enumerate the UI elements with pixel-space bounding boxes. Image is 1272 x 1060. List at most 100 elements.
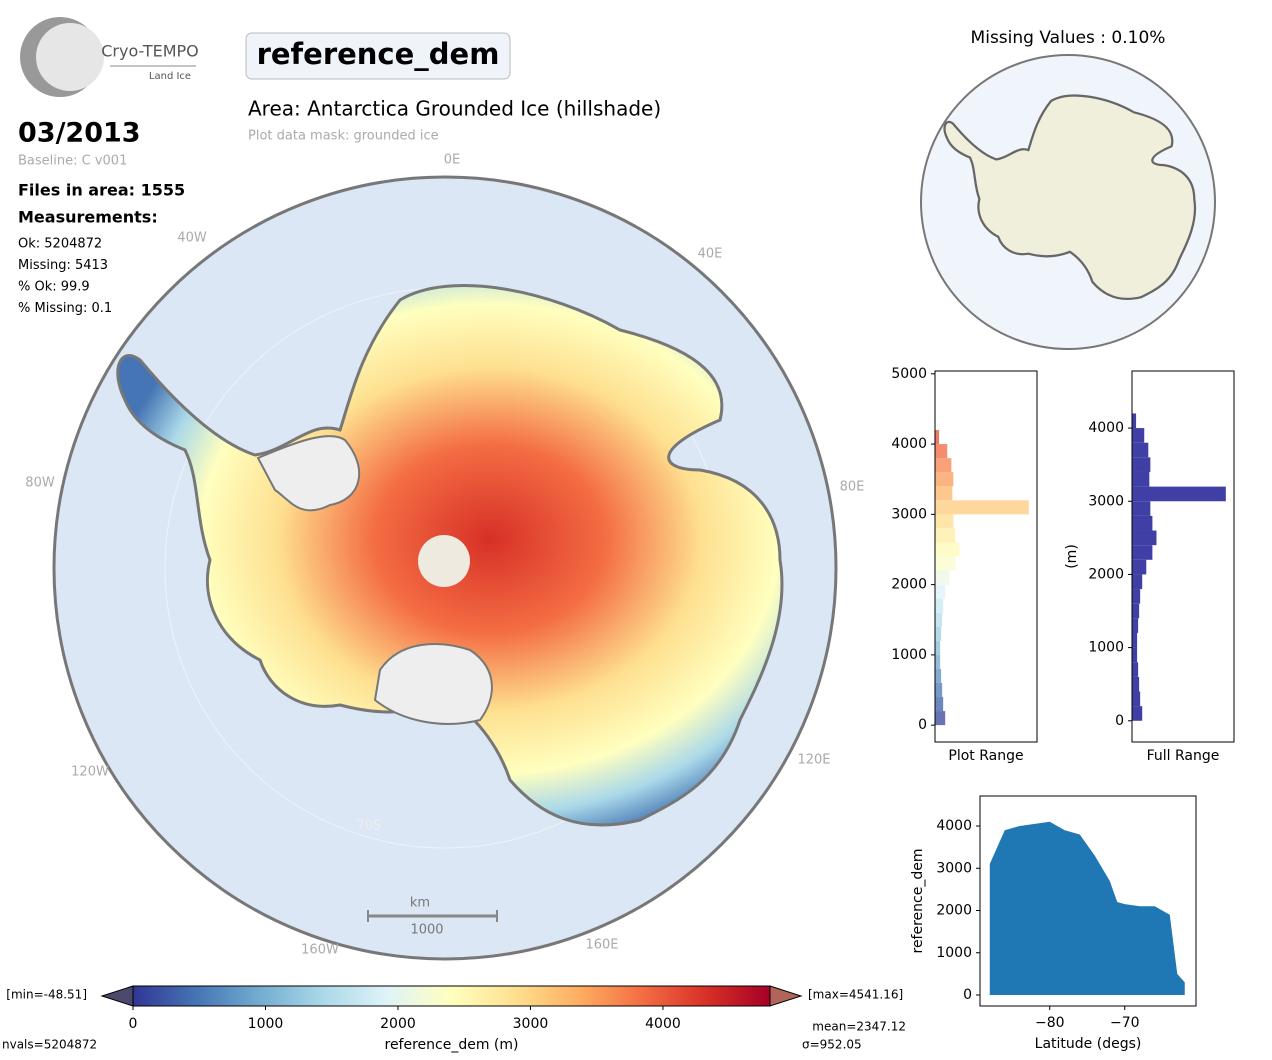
stat: Missing: 5413: [18, 258, 108, 273]
files: Files in area: 1555: [18, 181, 185, 200]
hist-bar: [935, 430, 940, 445]
hist-bar: [935, 697, 944, 712]
hist-bar: [1132, 632, 1138, 648]
y-tick-label: 1000: [891, 647, 927, 663]
y-tick-label: 3000: [891, 506, 927, 522]
hist-bar: [1132, 618, 1139, 633]
y-label: (m): [1064, 544, 1080, 569]
hist-bar: [1132, 515, 1153, 531]
x-tick-label: 3000: [513, 1016, 549, 1032]
hist-bar: [935, 654, 941, 669]
hist-bar: [1132, 457, 1151, 472]
lat-label: 70S: [357, 819, 382, 834]
lon-label: 120E: [797, 753, 830, 768]
frame: [934, 370, 1038, 743]
lon-label: 0E: [444, 153, 461, 168]
main-map: km 1000: [52, 175, 838, 961]
hist-bar: [935, 444, 948, 459]
area: Area: Antarctica Grounded Ice (hillshade…: [248, 97, 661, 121]
lon-label: 40W: [177, 231, 207, 246]
hist-bar: [1132, 647, 1138, 663]
x-tick-label: 1000: [248, 1016, 284, 1032]
hist-bar: [1132, 691, 1141, 707]
x-tick-label: 4000: [645, 1016, 681, 1032]
hist-bar: [1132, 676, 1140, 692]
hist-bar: [935, 711, 946, 726]
hist-bar: [935, 472, 954, 487]
logo: Cryo-TEMPO Land Ice: [20, 17, 199, 97]
stat: % Ok: 99.9: [18, 280, 90, 295]
missing-map: [920, 54, 1216, 350]
stats: Ok: 5204872 Missing: 5413 % Ok: 99.9 % Miss…: [18, 237, 112, 317]
hist-bar: [935, 598, 944, 613]
hist-bar: [935, 668, 942, 683]
stat: % Missing: 0.1: [18, 301, 112, 316]
title-box: [245, 32, 511, 80]
hist-bar: [1132, 501, 1151, 516]
scale-value: 1000: [410, 923, 443, 938]
sigma: σ=952.05: [802, 1038, 862, 1052]
y-tick-label: 3000: [1088, 493, 1124, 509]
hist-bar: [935, 584, 946, 599]
mask: Plot data mask: grounded ice: [248, 129, 439, 144]
y-tick-label: 1000: [1088, 640, 1124, 656]
lat-label: 80S: [402, 683, 427, 698]
lon-label: 160E: [585, 938, 618, 953]
hist-bar: [1132, 574, 1143, 590]
lon-label: 80E: [840, 480, 865, 495]
hist-bar: [1132, 589, 1141, 604]
y-tick-label: 4000: [936, 818, 972, 834]
x-tick-label: −80: [1035, 1015, 1065, 1031]
cbar-max: [769, 985, 803, 1007]
y-tick-label: 2000: [1088, 566, 1124, 582]
hist-bar: [1132, 706, 1143, 721]
hist-bar: [935, 500, 1029, 515]
hist-bar: [1132, 545, 1153, 560]
y-tick-label: 2000: [936, 903, 972, 919]
missing-title: Missing Values : 0.10%: [971, 28, 1166, 48]
y-tick-label: 3000: [936, 860, 972, 876]
mean: mean=2347.12: [812, 1020, 906, 1034]
x-label: Latitude (degs): [1035, 1036, 1142, 1052]
hist-bar: [935, 458, 952, 473]
map-labels: 0E 40E 80E 120E 160E 160W 120W 80W 40W 80S 70S: [25, 153, 864, 958]
scatter-area: [989, 821, 1185, 996]
y-tick-label: 4000: [1088, 420, 1124, 436]
min-label: [min=-48.51]: [6, 988, 87, 1002]
max-label: [max=4541.16]: [808, 988, 903, 1002]
hist-bar: [1132, 442, 1149, 458]
lon-label: 120W: [71, 765, 109, 780]
hist-bar: [935, 556, 956, 571]
x-tick-label: 2000: [380, 1016, 416, 1032]
lon-label: 80W: [25, 476, 55, 491]
y-label: reference_dem: [910, 849, 926, 954]
colorbar: [132, 985, 771, 1007]
y-tick-label: 0: [963, 987, 972, 1003]
title: reference_dem: [257, 37, 500, 71]
scale-unit: km: [410, 896, 430, 911]
y-tick-label: 4000: [891, 436, 927, 452]
charts: 0 1000 2000 3000 4000 5000 Plot Range 0 1000 2000…: [2, 366, 1235, 1053]
nvals: nvals=5204872: [2, 1038, 97, 1052]
date: 03/2013: [18, 118, 141, 149]
hist-bar: [935, 682, 943, 698]
hist-bar: [1132, 603, 1140, 619]
logo-name: Cryo-TEMPO: [101, 42, 199, 61]
hist-bar: [935, 640, 941, 655]
hist-bar: [1132, 428, 1145, 443]
hist-bar: [935, 626, 942, 641]
hist-bar: [935, 514, 954, 529]
hist-bar: [935, 570, 950, 585]
x-tick-label: 0: [129, 1016, 138, 1032]
y-tick-label: 2000: [891, 577, 927, 593]
y-tick-label: 0: [918, 717, 927, 733]
y-tick-label: 1000: [936, 945, 972, 961]
hist-bar: [935, 542, 960, 557]
hist-bar: [935, 528, 956, 543]
logo-subtitle: Land Ice: [149, 71, 191, 82]
cbar-min: [100, 985, 134, 1007]
frame: [979, 795, 1197, 1007]
stat: Ok: 5204872: [18, 237, 102, 252]
hist-bar: [935, 486, 953, 501]
hist-bar: [1132, 486, 1226, 502]
